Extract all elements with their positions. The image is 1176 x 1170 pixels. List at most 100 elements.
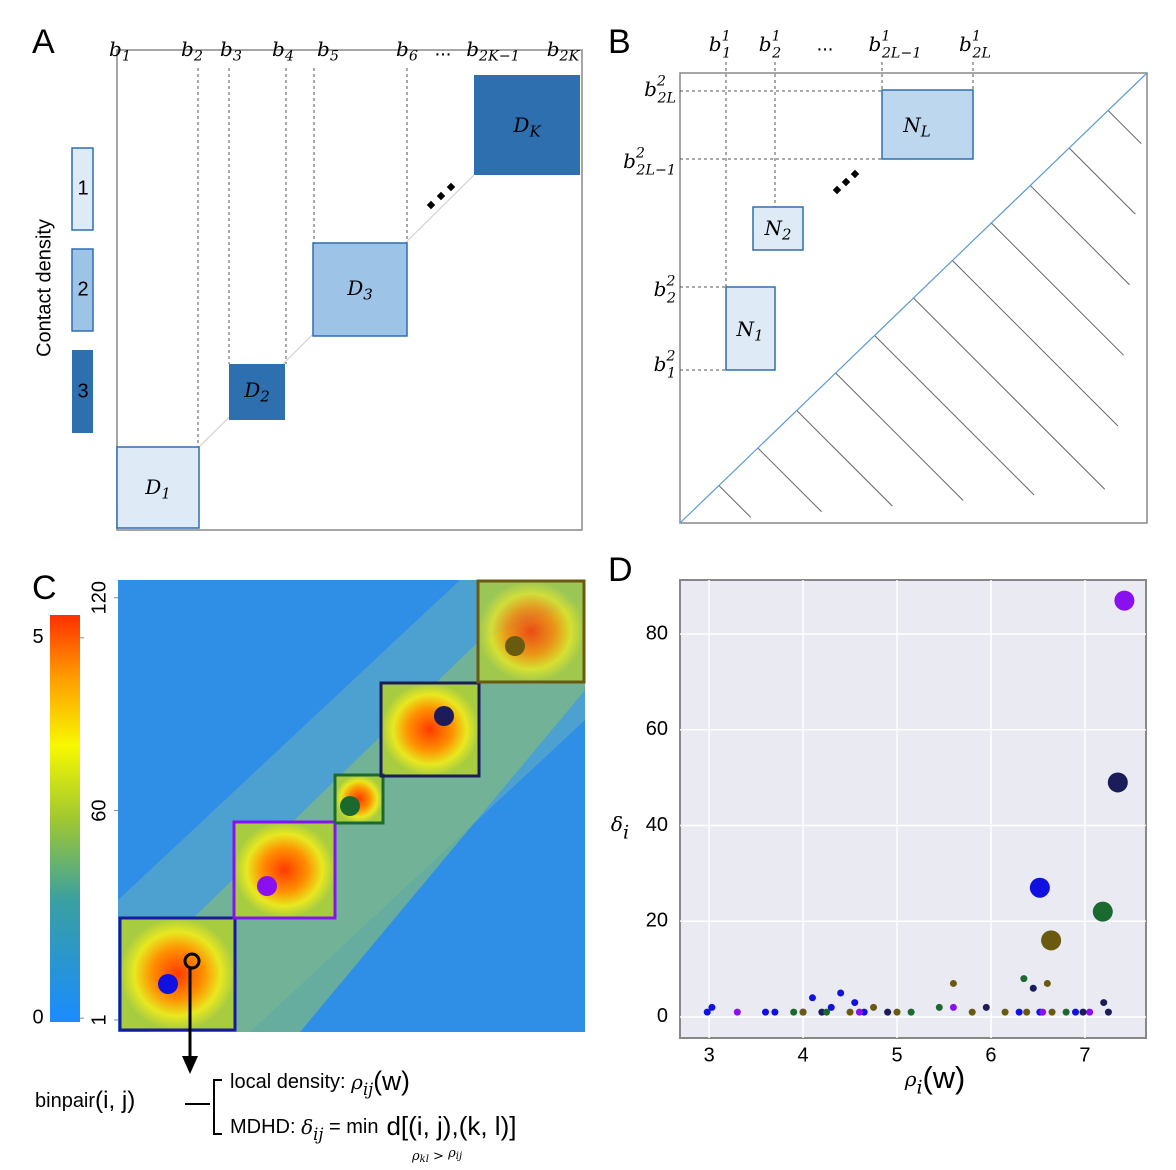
math-part: (w) [923,1060,966,1095]
legend-swatch [71,248,94,332]
heatmap-block [234,822,335,918]
math-part: N [735,317,755,341]
math-label: D2 [243,378,270,406]
dots [832,169,860,195]
point [870,1003,878,1011]
hatch-line [1068,147,1136,215]
dots [426,182,456,210]
x-tick-label: 3 [704,1044,715,1066]
math-label: b5 [317,37,339,65]
point [1023,1008,1031,1016]
math-label: b2K [547,37,581,65]
point [1072,1008,1080,1016]
frame [116,49,583,531]
panel-b [679,62,1148,524]
math-part: b [220,37,233,61]
center-dot [434,706,454,726]
math-part: 2K [559,48,581,64]
math-part: 2 [666,290,676,306]
point [837,989,845,997]
math-part: b [317,37,330,61]
point [968,1008,976,1016]
point [799,1008,807,1016]
math-part: 3 [233,48,242,64]
bracket [185,1079,222,1135]
point [1020,975,1028,983]
center-point [1092,901,1113,922]
point [761,1008,769,1016]
math-part: b [547,37,560,61]
math-part: b [959,32,972,56]
math-part: MDHD: [230,1116,301,1138]
domain-box [229,364,285,420]
y-tick-label: 60 [646,718,668,740]
point [907,1008,915,1016]
point [1048,1008,1056,1016]
math-part: 3 [363,286,373,304]
math-label: NL [902,113,931,141]
math-part: ij [456,1151,462,1162]
x-tick-label: 4 [798,1044,809,1066]
math-part: 2 [635,146,645,162]
math-part: b [109,37,122,61]
heatmap [118,579,586,1135]
math-part: 5 [330,48,339,64]
math-label: b1 2L−1 [869,29,922,62]
point [771,1008,779,1016]
math-part: 1 [161,485,171,503]
panel-label: C [32,569,57,607]
math-part: ρ [447,1146,456,1161]
math-part: 2 [771,45,781,61]
legend-level: 3 [77,380,88,402]
math-part: D [144,475,161,499]
math-part: 2L−1 [635,162,676,178]
math-part: D [512,113,529,137]
point [1086,1008,1094,1016]
center-point [1041,930,1062,951]
hatch-line [952,260,1119,427]
math-part: d[(i, j),(k, l)] [386,1111,516,1141]
math-part: b [466,37,479,61]
domain-box [116,446,200,529]
math-part: 2L [971,45,991,61]
point [1001,1008,1009,1016]
math-part: b [272,37,285,61]
hatch-line [1029,185,1130,286]
math-part: local density: [230,1071,351,1093]
math-label: b2 2 [654,274,676,307]
math-part: b [709,32,722,56]
math-part: ρ [350,1070,363,1094]
math-part: binpair [35,1090,95,1112]
math-label: b4 [272,37,294,65]
heatmap-block [120,918,235,1030]
math-label: DK [512,113,541,141]
point [846,1008,854,1016]
domain-outline [232,820,337,920]
domain-outline [379,681,481,778]
x-tick-label: 7 [1079,1044,1090,1066]
math-part: 2 [193,48,203,64]
math-part: > [429,1149,448,1164]
point [1104,1008,1112,1016]
point [884,1008,892,1016]
math-part: 2L [656,90,676,106]
center-dot [257,876,277,896]
math-part: 1 [972,29,981,45]
point [1043,979,1051,987]
legend-swatch [71,147,94,231]
math-part: K [528,123,541,141]
math-label: MDHD: δij = min d[(i, j),(k, l)] [230,1111,516,1144]
x-tick-label: 6 [985,1044,996,1066]
heatmap-block [478,581,584,682]
math-label: b2 1 [654,349,676,382]
math-part: (i, j) [95,1087,135,1114]
math-part: 2 [781,226,792,244]
math-part: δ [301,1115,313,1139]
panel-label: B [608,23,631,61]
domain-outline [118,916,237,1032]
math-part: b [869,32,882,56]
point [893,1008,901,1016]
dashed-lines [197,68,408,447]
center-point [1107,772,1128,793]
